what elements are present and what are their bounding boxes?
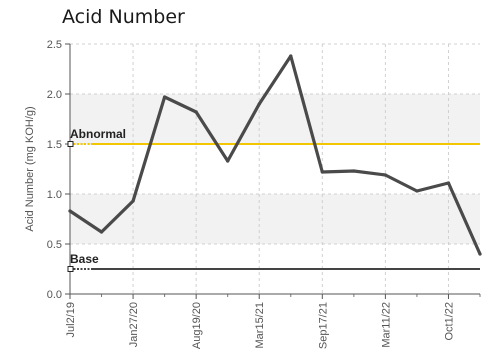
x-tick-label: Jan27/20 xyxy=(128,302,140,347)
plot-band xyxy=(70,94,480,144)
plot-band xyxy=(70,194,480,244)
data-point xyxy=(194,110,198,114)
data-point xyxy=(415,189,419,193)
x-tick-label: Jul2/19 xyxy=(65,302,77,337)
y-tick-label: 0.5 xyxy=(47,239,62,251)
y-tick-label: 2.0 xyxy=(47,89,62,101)
data-point xyxy=(257,102,261,106)
series-group xyxy=(68,54,482,256)
data-point xyxy=(383,173,387,177)
data-point xyxy=(289,54,293,58)
reference-line-marker xyxy=(67,266,74,272)
plot-band-group xyxy=(70,94,480,244)
x-tick-label: Sep17/21 xyxy=(317,302,329,349)
data-point xyxy=(478,252,482,256)
labels-group: 0.0 0.5 1.0 1.5 2.0 2.5 Jul2/19 Jan27/20 Aug19/2… xyxy=(24,39,455,349)
x-tick-label: Aug19/20 xyxy=(191,302,203,349)
series-line xyxy=(68,54,482,256)
y-tick-label: 0.0 xyxy=(47,289,62,301)
data-point xyxy=(320,170,324,174)
y-tick-label: 2.5 xyxy=(47,39,62,51)
y-axis-title: Acid Number (mg KOH/g) xyxy=(24,106,36,231)
data-point xyxy=(99,230,104,234)
y-tick-label: 1.0 xyxy=(47,189,62,201)
x-tick-label: Mar15/21 xyxy=(254,302,266,348)
reference-lines-group xyxy=(67,141,480,272)
x-tick-label: Mar11/22 xyxy=(380,302,392,348)
chart-title: Acid Number xyxy=(62,6,185,28)
x-tick-label: Oct1/22 xyxy=(443,302,455,341)
data-point xyxy=(446,181,451,185)
data-point xyxy=(131,199,135,203)
data-point xyxy=(352,169,356,173)
reference-line-marker xyxy=(67,141,74,147)
data-point xyxy=(226,159,230,163)
reference-line-label: Base xyxy=(70,252,99,266)
y-tick-label: 1.5 xyxy=(47,139,62,151)
reference-line-label: Abnormal xyxy=(70,127,126,141)
data-point xyxy=(68,209,72,213)
data-point xyxy=(163,95,167,99)
